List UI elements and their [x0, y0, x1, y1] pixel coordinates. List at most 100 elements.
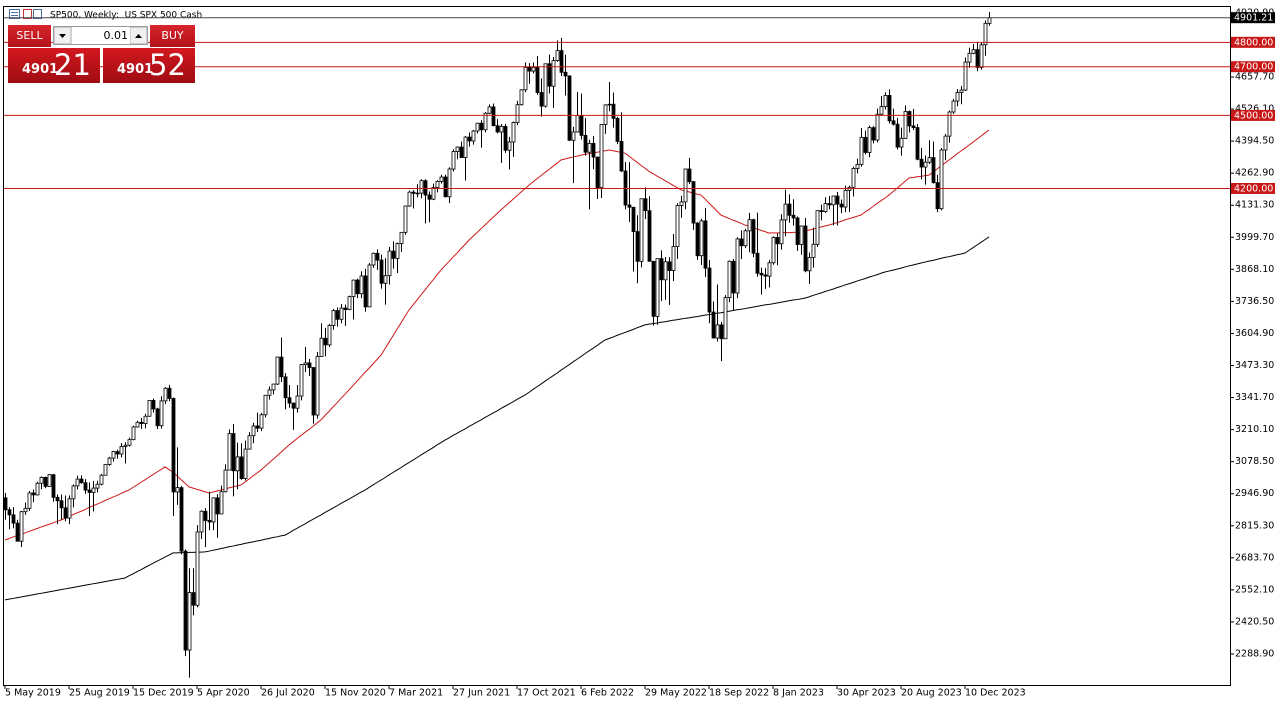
- candle-body: [299, 364, 304, 397]
- candle-body: [367, 264, 372, 308]
- bid-big-figure: 4901: [22, 62, 59, 77]
- candle-body: [699, 220, 704, 257]
- candle-body: [507, 141, 512, 151]
- candle-body: [47, 474, 52, 487]
- candle-body: [343, 307, 348, 310]
- candle-body: [919, 158, 924, 168]
- x-tick-label: 5 Apr 2020: [197, 688, 250, 699]
- candle-body: [959, 89, 964, 93]
- y-tick-label: 2552.10: [1235, 584, 1274, 595]
- candle-body: [23, 507, 28, 513]
- candle-body: [663, 261, 668, 281]
- candle-body: [823, 203, 828, 213]
- candle-body: [747, 219, 752, 232]
- candle-body: [263, 394, 268, 416]
- candle-body: [559, 50, 564, 73]
- candle-body: [111, 451, 116, 459]
- candle-body: [463, 136, 468, 158]
- volume-value[interactable]: 0.01: [103, 29, 129, 42]
- candle-body: [411, 191, 416, 194]
- candle-body: [203, 510, 208, 521]
- candle-body: [551, 60, 556, 87]
- candle-body: [759, 272, 764, 276]
- candle-body: [295, 395, 300, 409]
- candle-body: [319, 337, 324, 357]
- candle-body: [75, 478, 80, 487]
- candle-body: [359, 275, 364, 295]
- candle-body: [879, 106, 884, 115]
- y-tick-label: 3341.70: [1235, 392, 1274, 403]
- spin-up[interactable]: [130, 27, 148, 44]
- x-tick-label: 8 Jan 2023: [773, 688, 824, 699]
- candle-body: [883, 95, 888, 108]
- candle-body: [615, 117, 620, 142]
- buy-button[interactable]: BUY: [150, 25, 195, 47]
- candle-body: [723, 297, 728, 340]
- candle-body: [423, 180, 428, 196]
- moving-average-line: [4, 129, 990, 541]
- candle-body: [979, 44, 984, 68]
- candle-body: [311, 367, 316, 416]
- candle-body: [407, 191, 412, 207]
- candle-body: [271, 383, 276, 391]
- candle-body: [543, 63, 548, 107]
- volume-spinner[interactable]: 0.01: [53, 26, 148, 45]
- candle-body: [255, 425, 260, 429]
- candle-body: [155, 408, 160, 427]
- last-price-label: 4901.21: [1234, 13, 1273, 24]
- sell-button[interactable]: SELL: [8, 25, 51, 47]
- candle-body: [379, 259, 384, 284]
- candle-body: [387, 250, 392, 277]
- candle-body: [863, 136, 868, 153]
- candle-body: [239, 456, 244, 479]
- candle-body: [611, 103, 616, 119]
- candle-body: [627, 204, 632, 208]
- candle-body: [439, 176, 444, 182]
- candle-body: [779, 219, 784, 245]
- candle-body: [275, 356, 280, 385]
- candle-body: [451, 151, 456, 170]
- candle-body: [143, 415, 148, 424]
- candle-body: [643, 198, 648, 212]
- candle-body: [743, 230, 748, 247]
- candle-body: [335, 310, 340, 320]
- x-tick-label: 20 Aug 2023: [901, 688, 962, 699]
- candle-body: [403, 205, 408, 233]
- candle-body: [599, 124, 604, 188]
- candle-body: [399, 231, 404, 244]
- candle-body: [667, 261, 672, 271]
- candle-body: [955, 92, 960, 102]
- candle-body: [875, 113, 880, 141]
- candle-body: [287, 397, 292, 404]
- candle-body: [435, 181, 440, 188]
- candle-body: [259, 414, 264, 429]
- candle-body: [671, 246, 676, 271]
- candle-body: [183, 550, 188, 651]
- x-tick-label: 6 Feb 2022: [581, 688, 634, 699]
- bid-quote[interactable]: 4901 21: [8, 48, 100, 83]
- level-label-bg: [1231, 61, 1275, 73]
- candle-body: [175, 487, 180, 493]
- candle-body: [971, 49, 976, 54]
- candle-body: [171, 398, 176, 493]
- y-tick-label: 3078.50: [1235, 456, 1274, 467]
- candle-body: [687, 168, 692, 183]
- candle-body: [151, 400, 156, 410]
- x-tick-label: 18 Sep 2022: [709, 688, 769, 699]
- candle-body: [483, 112, 488, 131]
- candle-body: [587, 143, 592, 153]
- level-label-bg: [1231, 182, 1275, 194]
- ask-quote[interactable]: 4901 52: [103, 48, 195, 83]
- candle-body: [591, 143, 596, 158]
- candle-body: [99, 474, 104, 485]
- spin-down[interactable]: [54, 27, 72, 44]
- candle-body: [31, 492, 36, 496]
- candle-body: [659, 258, 664, 281]
- candle-body: [191, 592, 196, 606]
- x-tick-label: 7 Mar 2021: [389, 688, 443, 699]
- candle-body: [455, 146, 460, 152]
- candle-body: [43, 476, 48, 487]
- candle-body: [539, 92, 544, 107]
- candle-body: [355, 279, 360, 295]
